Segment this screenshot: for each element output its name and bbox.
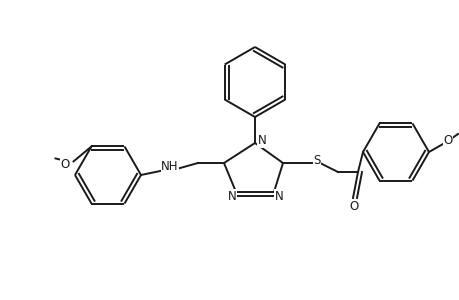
Text: O: O	[349, 200, 358, 214]
Text: NH: NH	[161, 160, 179, 173]
Text: S: S	[313, 154, 320, 167]
Text: O: O	[442, 134, 452, 146]
Text: N: N	[274, 190, 283, 202]
Text: N: N	[227, 190, 236, 202]
Text: N: N	[257, 134, 266, 148]
Text: O: O	[61, 158, 70, 171]
